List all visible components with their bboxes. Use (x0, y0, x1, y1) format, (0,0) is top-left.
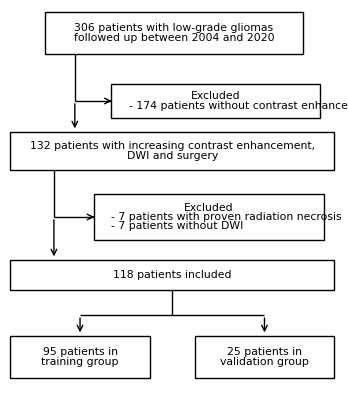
Text: validation group: validation group (220, 357, 309, 367)
Text: Excluded: Excluded (191, 92, 240, 102)
Text: - 7 patients with proven radiation necrosis: - 7 patients with proven radiation necro… (111, 212, 342, 222)
Text: followed up between 2004 and 2020: followed up between 2004 and 2020 (74, 33, 274, 43)
Text: 118 patients included: 118 patients included (113, 270, 231, 280)
FancyBboxPatch shape (111, 84, 320, 118)
Text: Excluded: Excluded (184, 203, 234, 213)
FancyBboxPatch shape (10, 260, 334, 290)
Text: DWI and surgery: DWI and surgery (127, 151, 218, 161)
Text: 306 patients with low-grade gliomas: 306 patients with low-grade gliomas (74, 23, 274, 33)
FancyBboxPatch shape (94, 194, 324, 240)
Text: 95 patients in: 95 patients in (42, 347, 118, 357)
FancyBboxPatch shape (195, 336, 334, 378)
FancyBboxPatch shape (45, 12, 303, 54)
Text: 132 patients with increasing contrast enhancement,: 132 patients with increasing contrast en… (30, 141, 315, 151)
Text: 25 patients in: 25 patients in (227, 347, 302, 357)
FancyBboxPatch shape (10, 132, 334, 170)
Text: - 7 patients without DWI: - 7 patients without DWI (111, 221, 244, 231)
Text: training group: training group (41, 357, 119, 367)
FancyBboxPatch shape (10, 336, 150, 378)
Text: - 174 patients without contrast enhancement: - 174 patients without contrast enhancem… (129, 101, 348, 111)
